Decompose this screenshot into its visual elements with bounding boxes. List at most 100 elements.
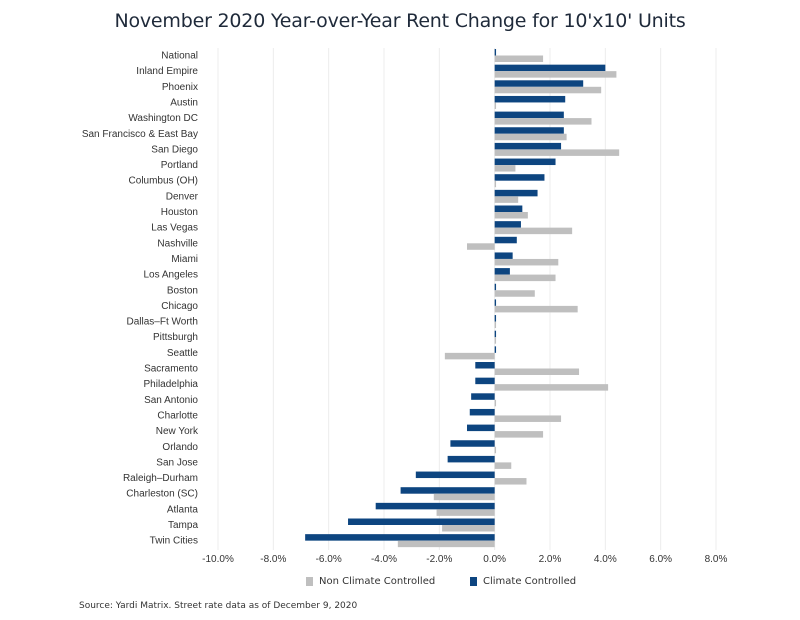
legend-swatch-non-climate (306, 577, 313, 586)
bar-non-climate-controlled (433, 493, 495, 501)
bar-climate-controlled (494, 111, 564, 119)
bar-climate-controlled (471, 393, 495, 400)
bar-climate-controlled (494, 189, 538, 197)
category-label: Portland (161, 160, 198, 171)
bar-non-climate-controlled (494, 258, 559, 266)
bar-climate-controlled (400, 487, 495, 494)
bar-climate-controlled (305, 534, 495, 541)
bar-climate-controlled (494, 205, 523, 212)
category-label: San Francisco & East Bay (82, 129, 198, 140)
bar-climate-controlled (494, 283, 497, 291)
chart-title: November 2020 Year-over-Year Rent Change… (114, 10, 686, 32)
bar-non-climate-controlled (494, 196, 519, 203)
bar-non-climate-controlled (444, 352, 495, 360)
legend-label-non-climate: Non Climate Controlled (319, 576, 436, 587)
category-label: Las Vegas (151, 223, 198, 234)
category-label: Miami (171, 254, 198, 265)
bar-climate-controlled (494, 315, 497, 322)
category-label: San Antonio (144, 395, 198, 406)
bar-non-climate-controlled (494, 368, 580, 375)
bar-non-climate-controlled (494, 305, 578, 313)
x-tick-label: 4.0% (594, 554, 617, 565)
bar-non-climate-controlled (494, 86, 602, 94)
category-label: Boston (167, 285, 198, 296)
bar-climate-controlled (450, 440, 495, 447)
category-label: Austin (170, 97, 198, 108)
category-label: Charlotte (157, 410, 198, 421)
bar-non-climate-controlled (494, 212, 528, 219)
x-tick-label: -2.0% (426, 554, 452, 565)
bar-non-climate-controlled (494, 446, 497, 454)
bar-climate-controlled (375, 502, 495, 510)
category-label: Orlando (162, 442, 198, 453)
category-labels: National Inland Empire Phoenix Austin Washin… (82, 51, 199, 547)
bar-climate-controlled (494, 221, 521, 228)
bar-non-climate-controlled (494, 478, 527, 485)
legend-label-climate: Climate Controlled (483, 576, 577, 587)
bar-non-climate-controlled (494, 321, 497, 329)
bar-non-climate-controlled (467, 243, 495, 250)
category-label: Los Angeles (144, 270, 199, 281)
bar-non-climate-controlled (494, 133, 567, 141)
x-tick-label: -6.0% (316, 554, 342, 565)
bar-climate-controlled (494, 142, 562, 150)
bar-climate-controlled (494, 174, 545, 181)
category-label: San Jose (156, 457, 198, 468)
category-label: Washington DC (128, 113, 198, 124)
bar-non-climate-controlled (494, 274, 556, 282)
category-label: Sacramento (144, 364, 198, 375)
bars (305, 49, 620, 548)
bar-climate-controlled (494, 95, 566, 103)
x-tick-label: 6.0% (649, 554, 672, 565)
x-tick-label: 8.0% (705, 554, 728, 565)
category-label: Charleston (SC) (126, 489, 198, 500)
x-tick-label: -10.0% (202, 554, 234, 565)
x-tick-label: 0.0% (483, 554, 506, 565)
category-label: Atlanta (167, 504, 199, 515)
bar-climate-controlled (348, 518, 495, 525)
category-label: San Diego (151, 144, 198, 155)
bar-non-climate-controlled (442, 525, 495, 532)
category-label: Columbus (OH) (129, 176, 198, 187)
category-label: Tampa (168, 520, 198, 531)
bar-non-climate-controlled (436, 509, 495, 516)
bar-non-climate-controlled (494, 227, 573, 235)
category-label: New York (156, 426, 199, 437)
category-label: Twin Cities (150, 536, 198, 547)
bar-non-climate-controlled (494, 415, 562, 422)
bar-climate-controlled (494, 80, 584, 87)
bar-non-climate-controlled (494, 399, 497, 407)
bar-non-climate-controlled (494, 55, 544, 62)
bar-climate-controlled (494, 158, 556, 166)
bar-climate-controlled (494, 236, 517, 244)
category-label: Dallas–Ft Worth (126, 317, 198, 328)
bar-climate-controlled (475, 362, 495, 369)
bar-climate-controlled (494, 252, 513, 259)
bar-climate-controlled (494, 268, 510, 275)
category-label: Pittsburgh (153, 332, 198, 343)
category-label: Philadelphia (144, 379, 199, 390)
bar-non-climate-controlled (494, 462, 512, 469)
bar-non-climate-controlled (494, 118, 592, 125)
bar-climate-controlled (415, 471, 495, 479)
bar-non-climate-controlled (494, 71, 617, 78)
bar-climate-controlled (494, 330, 497, 338)
category-label: Denver (166, 191, 199, 202)
bar-non-climate-controlled (494, 102, 497, 109)
bar-climate-controlled (494, 127, 564, 134)
category-label: Houston (161, 207, 198, 218)
x-axis-tick-labels: -10.0% -8.0% -6.0% -4.0% -2.0% 0.0% 2.0% 4.0% 6.… (202, 554, 727, 565)
legend: Non Climate Controlled Climate Controlle… (0, 576, 800, 592)
bar-non-climate-controlled (397, 540, 495, 548)
category-label: Nashville (157, 238, 198, 249)
legend-swatch-climate (470, 577, 477, 586)
bar-climate-controlled (469, 408, 495, 416)
bar-non-climate-controlled (494, 384, 609, 391)
grid-lines (217, 48, 717, 550)
bar-climate-controlled (467, 424, 495, 432)
bar-climate-controlled (494, 64, 606, 72)
legend-item-climate: Climate Controlled (470, 576, 576, 587)
category-label: Phoenix (162, 82, 198, 93)
category-label: Chicago (161, 301, 198, 312)
